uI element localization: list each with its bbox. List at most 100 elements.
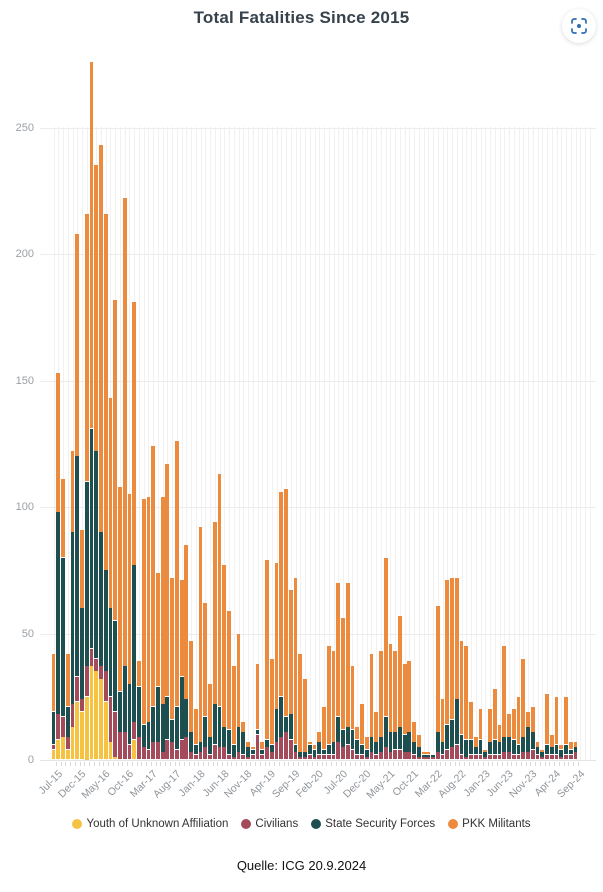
bar-segment[interactable] [250, 747, 255, 750]
bar-segment[interactable] [469, 701, 473, 740]
bar-segment[interactable] [426, 757, 431, 760]
bar-segment[interactable] [521, 658, 526, 737]
bar-segment[interactable] [99, 666, 103, 679]
bar-segment[interactable] [61, 557, 65, 717]
bar-segment[interactable] [360, 754, 364, 760]
bar-segment[interactable] [174, 441, 179, 707]
bar-segment[interactable] [459, 734, 464, 755]
bar-segment[interactable] [440, 754, 445, 760]
bar-segment[interactable] [464, 739, 469, 757]
bar-segment[interactable] [260, 754, 265, 760]
bar-segment[interactable] [165, 739, 170, 760]
bar-segment[interactable] [94, 671, 99, 760]
bar-segment[interactable] [473, 737, 478, 747]
bar-segment[interactable] [421, 757, 426, 760]
bar-segment[interactable] [118, 691, 122, 732]
bar-segment[interactable] [236, 727, 241, 752]
bar-segment[interactable] [502, 737, 507, 752]
bar-segment[interactable] [84, 666, 89, 697]
bar-segment[interactable] [416, 747, 421, 757]
bar-segment[interactable] [492, 689, 497, 740]
bar-segment[interactable] [70, 727, 75, 760]
bar-segment[interactable] [341, 747, 345, 760]
bar-segment[interactable] [70, 704, 75, 727]
bar-segment[interactable] [526, 752, 530, 760]
bar-segment[interactable] [284, 716, 288, 732]
bar-segment[interactable] [426, 752, 431, 755]
bar-segment[interactable] [440, 699, 445, 742]
bar-segment[interactable] [265, 747, 269, 760]
bar-segment[interactable] [421, 754, 426, 757]
bar-segment[interactable] [94, 658, 99, 671]
bar-segment[interactable] [61, 479, 65, 558]
bar-segment[interactable] [530, 749, 535, 760]
bar-segment[interactable] [298, 653, 303, 752]
bar-segment[interactable] [155, 686, 160, 742]
bar-segment[interactable] [284, 489, 288, 717]
bar-segment[interactable] [336, 742, 341, 760]
bar-segment[interactable] [488, 754, 492, 760]
bar-segment[interactable] [554, 696, 559, 745]
bar-segment[interactable] [511, 739, 516, 755]
bar-segment[interactable] [412, 722, 417, 742]
bar-segment[interactable] [51, 749, 56, 760]
bar-segment[interactable] [397, 727, 402, 750]
bar-segment[interactable] [189, 752, 193, 760]
bar-segment[interactable] [274, 709, 279, 742]
bar-segment[interactable] [383, 557, 388, 717]
bar-segment[interactable] [549, 754, 554, 760]
bar-segment[interactable] [421, 752, 426, 755]
legend-item-civilians[interactable]: Civilians [241, 818, 298, 830]
bar-segment[interactable] [146, 749, 151, 760]
bar-segment[interactable] [241, 722, 246, 732]
bar-segment[interactable] [122, 198, 127, 666]
bar-segment[interactable] [89, 648, 94, 666]
bar-segment[interactable] [122, 666, 127, 732]
bar-segment[interactable] [75, 233, 80, 456]
bar-segment[interactable] [70, 451, 75, 532]
bar-segment[interactable] [530, 732, 535, 750]
bar-segment[interactable] [540, 752, 545, 757]
bar-segment[interactable] [103, 671, 108, 702]
bar-segment[interactable] [170, 719, 175, 742]
bar-segment[interactable] [326, 744, 331, 755]
bar-segment[interactable] [431, 757, 435, 760]
bar-segment[interactable] [407, 752, 412, 760]
bar-segment[interactable] [103, 213, 108, 570]
bar-segment[interactable] [203, 716, 208, 747]
bar-segment[interactable] [246, 747, 250, 757]
bar-segment[interactable] [473, 754, 478, 760]
bar-segment[interactable] [89, 428, 94, 649]
bar-segment[interactable] [516, 754, 521, 760]
bar-segment[interactable] [246, 757, 250, 760]
bar-segment[interactable] [388, 752, 393, 760]
bar-segment[interactable] [459, 641, 464, 735]
bar-segment[interactable] [99, 532, 103, 666]
bar-segment[interactable] [89, 666, 94, 760]
bar-segment[interactable] [464, 757, 469, 760]
bar-segment[interactable] [255, 663, 260, 730]
bar-segment[interactable] [189, 641, 193, 732]
bar-segment[interactable] [288, 590, 293, 714]
bar-segment[interactable] [379, 737, 383, 752]
bar-segment[interactable] [217, 747, 222, 760]
bar-segment[interactable] [227, 754, 231, 760]
bar-segment[interactable] [573, 742, 578, 747]
bar-segment[interactable] [412, 742, 417, 755]
bar-segment[interactable] [255, 729, 260, 735]
bar-segment[interactable] [231, 666, 236, 745]
bar-segment[interactable] [345, 582, 350, 727]
bar-segment[interactable] [108, 608, 113, 697]
bar-segment[interactable] [184, 699, 189, 737]
bar-segment[interactable] [407, 661, 412, 732]
bar-segment[interactable] [137, 661, 141, 687]
bar-segment[interactable] [151, 446, 156, 707]
bar-segment[interactable] [99, 679, 103, 760]
bar-segment[interactable] [450, 577, 454, 719]
bar-segment[interactable] [360, 704, 364, 745]
bar-segment[interactable] [440, 742, 445, 755]
bar-segment[interactable] [307, 742, 312, 745]
bar-segment[interactable] [450, 719, 454, 747]
bar-segment[interactable] [65, 749, 70, 760]
bar-segment[interactable] [236, 752, 241, 760]
